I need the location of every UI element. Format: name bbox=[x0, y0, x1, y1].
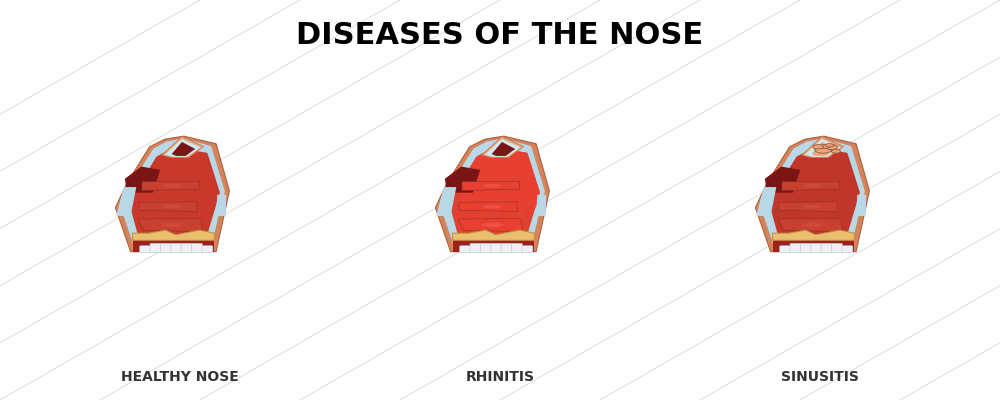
Polygon shape bbox=[778, 218, 843, 232]
Polygon shape bbox=[856, 195, 866, 216]
Polygon shape bbox=[485, 139, 521, 157]
Polygon shape bbox=[458, 218, 523, 232]
Polygon shape bbox=[165, 139, 201, 157]
Polygon shape bbox=[457, 148, 540, 208]
FancyBboxPatch shape bbox=[501, 243, 512, 253]
Polygon shape bbox=[812, 142, 835, 156]
Circle shape bbox=[813, 145, 823, 149]
FancyBboxPatch shape bbox=[470, 243, 481, 253]
Polygon shape bbox=[765, 166, 800, 193]
Ellipse shape bbox=[481, 223, 503, 227]
Polygon shape bbox=[493, 204, 499, 236]
Polygon shape bbox=[772, 240, 854, 252]
Ellipse shape bbox=[163, 205, 182, 208]
Polygon shape bbox=[462, 182, 520, 190]
Polygon shape bbox=[132, 230, 214, 240]
FancyBboxPatch shape bbox=[790, 243, 801, 253]
Polygon shape bbox=[492, 142, 515, 156]
Polygon shape bbox=[772, 230, 854, 240]
Ellipse shape bbox=[163, 184, 182, 187]
Polygon shape bbox=[779, 202, 837, 211]
FancyBboxPatch shape bbox=[821, 243, 832, 253]
Polygon shape bbox=[172, 142, 195, 156]
Polygon shape bbox=[452, 230, 534, 240]
Polygon shape bbox=[116, 187, 136, 216]
Polygon shape bbox=[805, 139, 841, 157]
FancyBboxPatch shape bbox=[480, 243, 491, 253]
Polygon shape bbox=[162, 136, 204, 158]
Polygon shape bbox=[459, 202, 517, 211]
Polygon shape bbox=[436, 187, 456, 216]
Circle shape bbox=[825, 145, 837, 150]
Ellipse shape bbox=[803, 205, 822, 208]
FancyBboxPatch shape bbox=[160, 243, 171, 253]
Text: RHINITIS: RHINITIS bbox=[466, 370, 534, 384]
Polygon shape bbox=[452, 240, 534, 252]
Ellipse shape bbox=[803, 184, 822, 187]
Polygon shape bbox=[440, 138, 545, 250]
Polygon shape bbox=[216, 195, 226, 216]
Polygon shape bbox=[536, 195, 546, 216]
FancyBboxPatch shape bbox=[150, 243, 161, 253]
Polygon shape bbox=[132, 240, 214, 252]
Polygon shape bbox=[435, 136, 549, 252]
Polygon shape bbox=[142, 182, 200, 190]
FancyBboxPatch shape bbox=[460, 246, 470, 253]
FancyBboxPatch shape bbox=[140, 246, 150, 253]
Circle shape bbox=[825, 144, 834, 147]
Ellipse shape bbox=[483, 205, 502, 208]
Polygon shape bbox=[445, 166, 480, 193]
Text: DISEASES OF THE NOSE: DISEASES OF THE NOSE bbox=[296, 22, 704, 50]
Ellipse shape bbox=[161, 223, 183, 227]
FancyBboxPatch shape bbox=[522, 246, 533, 253]
FancyBboxPatch shape bbox=[780, 246, 790, 253]
Ellipse shape bbox=[801, 223, 823, 227]
FancyBboxPatch shape bbox=[800, 243, 811, 253]
FancyBboxPatch shape bbox=[811, 243, 822, 253]
FancyBboxPatch shape bbox=[192, 243, 202, 253]
Polygon shape bbox=[506, 206, 513, 236]
Circle shape bbox=[820, 144, 830, 148]
Circle shape bbox=[815, 146, 831, 153]
Polygon shape bbox=[756, 187, 776, 216]
Text: HEALTHY NOSE: HEALTHY NOSE bbox=[121, 370, 239, 384]
FancyBboxPatch shape bbox=[842, 246, 853, 253]
FancyBboxPatch shape bbox=[832, 243, 842, 253]
Polygon shape bbox=[120, 138, 225, 250]
Polygon shape bbox=[139, 202, 197, 211]
Polygon shape bbox=[782, 182, 840, 190]
FancyBboxPatch shape bbox=[171, 243, 182, 253]
Polygon shape bbox=[482, 136, 524, 158]
Polygon shape bbox=[755, 136, 869, 252]
FancyBboxPatch shape bbox=[202, 246, 213, 253]
Ellipse shape bbox=[483, 184, 502, 187]
FancyBboxPatch shape bbox=[181, 243, 192, 253]
Circle shape bbox=[831, 150, 841, 153]
Polygon shape bbox=[450, 148, 540, 247]
Polygon shape bbox=[130, 148, 220, 247]
FancyBboxPatch shape bbox=[491, 243, 502, 253]
Polygon shape bbox=[115, 136, 229, 252]
FancyBboxPatch shape bbox=[512, 243, 522, 253]
Text: SINUSITIS: SINUSITIS bbox=[781, 370, 859, 384]
Polygon shape bbox=[518, 208, 524, 235]
Polygon shape bbox=[760, 138, 865, 250]
Polygon shape bbox=[802, 136, 844, 158]
Polygon shape bbox=[480, 208, 486, 236]
Polygon shape bbox=[125, 166, 160, 193]
Polygon shape bbox=[770, 148, 860, 247]
Polygon shape bbox=[138, 218, 203, 232]
